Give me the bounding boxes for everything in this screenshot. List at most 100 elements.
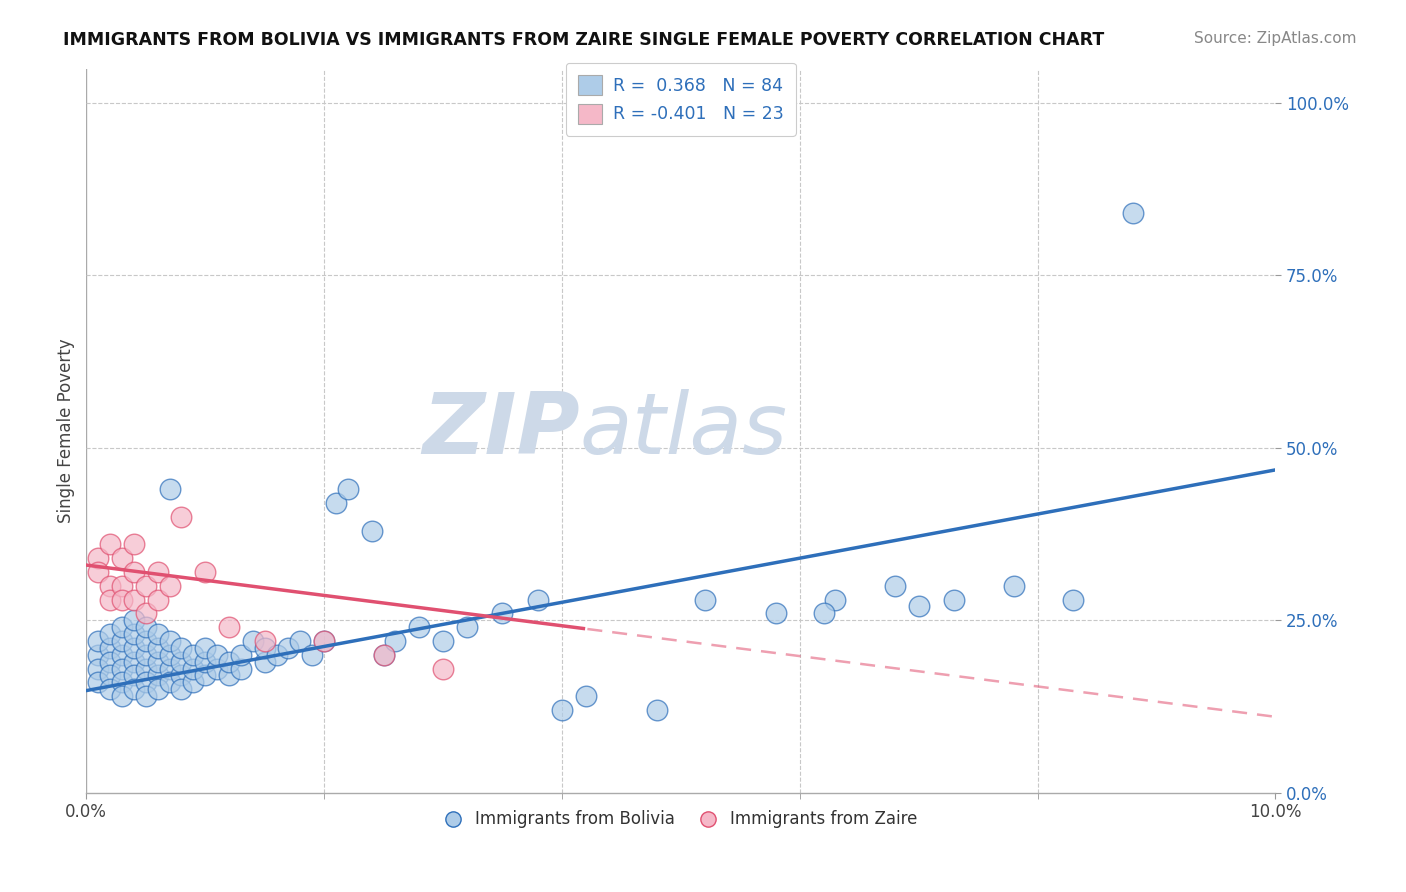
- Point: [135, 675, 157, 690]
- Point: [122, 682, 145, 697]
- Point: [159, 648, 181, 662]
- Point: [170, 640, 193, 655]
- Point: [98, 682, 121, 697]
- Point: [943, 592, 966, 607]
- Point: [146, 565, 169, 579]
- Point: [122, 592, 145, 607]
- Point: [194, 655, 217, 669]
- Point: [135, 620, 157, 634]
- Point: [1122, 206, 1144, 220]
- Point: [98, 627, 121, 641]
- Point: [229, 661, 252, 675]
- Point: [301, 648, 323, 662]
- Point: [883, 579, 905, 593]
- Point: [135, 689, 157, 703]
- Point: [170, 668, 193, 682]
- Point: [98, 655, 121, 669]
- Point: [314, 634, 336, 648]
- Point: [693, 592, 716, 607]
- Point: [146, 640, 169, 655]
- Point: [575, 689, 598, 703]
- Point: [253, 655, 276, 669]
- Point: [218, 668, 240, 682]
- Point: [135, 607, 157, 621]
- Point: [242, 634, 264, 648]
- Point: [159, 675, 181, 690]
- Point: [159, 579, 181, 593]
- Point: [824, 592, 846, 607]
- Point: [111, 579, 134, 593]
- Point: [146, 627, 169, 641]
- Point: [122, 565, 145, 579]
- Point: [432, 661, 454, 675]
- Point: [135, 661, 157, 675]
- Point: [645, 703, 668, 717]
- Point: [159, 482, 181, 496]
- Point: [1062, 592, 1084, 607]
- Point: [111, 592, 134, 607]
- Point: [170, 682, 193, 697]
- Point: [111, 634, 134, 648]
- Point: [551, 703, 574, 717]
- Point: [194, 565, 217, 579]
- Point: [87, 661, 110, 675]
- Point: [159, 661, 181, 675]
- Point: [146, 682, 169, 697]
- Point: [253, 634, 276, 648]
- Point: [277, 640, 299, 655]
- Text: atlas: atlas: [579, 389, 787, 472]
- Point: [205, 648, 228, 662]
- Legend: Immigrants from Bolivia, Immigrants from Zaire: Immigrants from Bolivia, Immigrants from…: [439, 804, 924, 835]
- Point: [111, 620, 134, 634]
- Text: Source: ZipAtlas.com: Source: ZipAtlas.com: [1194, 31, 1357, 46]
- Point: [87, 634, 110, 648]
- Point: [98, 640, 121, 655]
- Point: [408, 620, 430, 634]
- Point: [111, 675, 134, 690]
- Point: [218, 655, 240, 669]
- Point: [765, 607, 787, 621]
- Point: [122, 537, 145, 551]
- Y-axis label: Single Female Poverty: Single Female Poverty: [58, 338, 75, 523]
- Point: [205, 661, 228, 675]
- Point: [122, 627, 145, 641]
- Point: [98, 537, 121, 551]
- Point: [491, 607, 513, 621]
- Point: [181, 675, 204, 690]
- Point: [122, 668, 145, 682]
- Point: [432, 634, 454, 648]
- Point: [111, 661, 134, 675]
- Point: [111, 689, 134, 703]
- Point: [135, 648, 157, 662]
- Point: [135, 579, 157, 593]
- Point: [122, 655, 145, 669]
- Point: [98, 579, 121, 593]
- Point: [290, 634, 312, 648]
- Point: [146, 668, 169, 682]
- Text: IMMIGRANTS FROM BOLIVIA VS IMMIGRANTS FROM ZAIRE SINGLE FEMALE POVERTY CORRELATI: IMMIGRANTS FROM BOLIVIA VS IMMIGRANTS FR…: [63, 31, 1105, 49]
- Point: [373, 648, 395, 662]
- Point: [170, 509, 193, 524]
- Point: [181, 648, 204, 662]
- Point: [111, 648, 134, 662]
- Point: [194, 668, 217, 682]
- Point: [146, 655, 169, 669]
- Point: [336, 482, 359, 496]
- Point: [146, 592, 169, 607]
- Point: [87, 565, 110, 579]
- Point: [98, 592, 121, 607]
- Point: [218, 620, 240, 634]
- Point: [111, 551, 134, 566]
- Point: [194, 640, 217, 655]
- Point: [181, 661, 204, 675]
- Point: [907, 599, 929, 614]
- Point: [813, 607, 835, 621]
- Point: [384, 634, 406, 648]
- Point: [122, 640, 145, 655]
- Point: [373, 648, 395, 662]
- Point: [253, 640, 276, 655]
- Point: [456, 620, 478, 634]
- Text: ZIP: ZIP: [422, 389, 579, 472]
- Point: [266, 648, 288, 662]
- Point: [527, 592, 550, 607]
